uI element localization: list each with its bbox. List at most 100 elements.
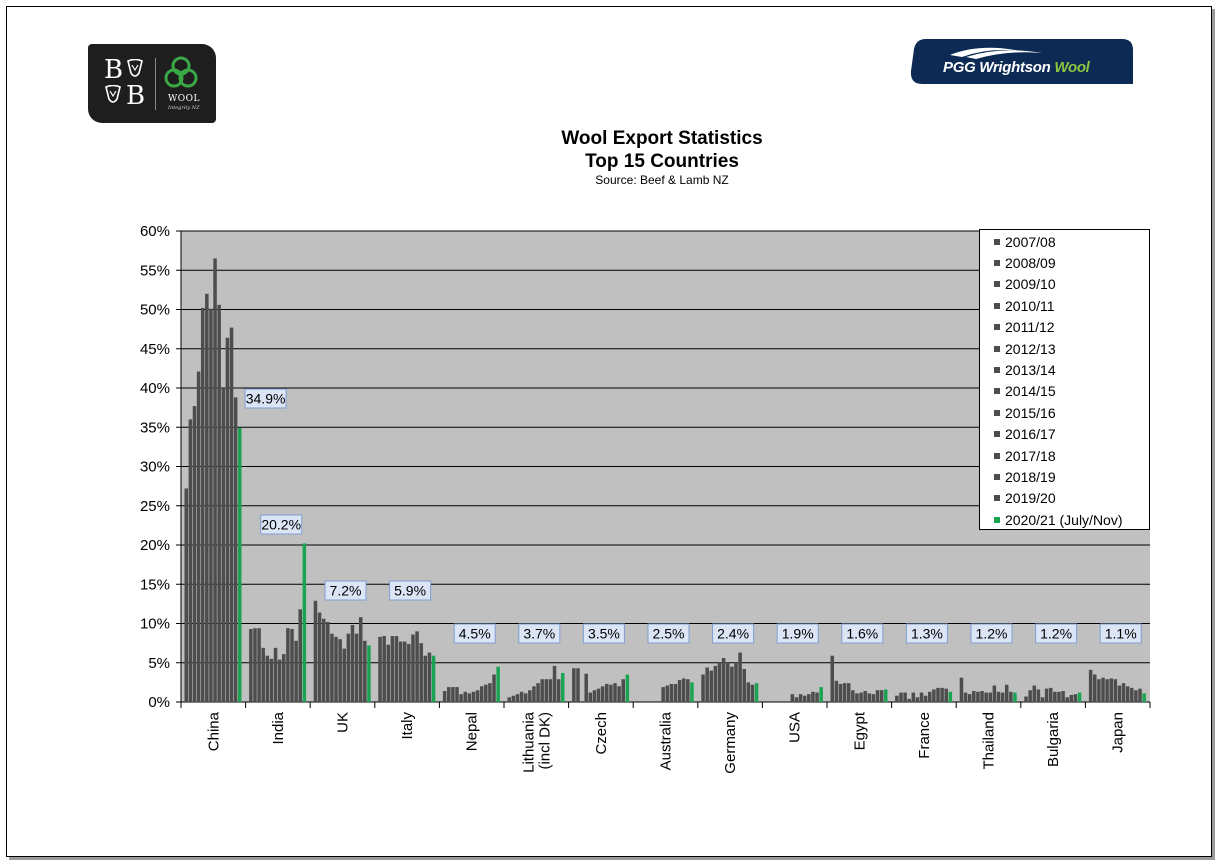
- legend-swatch: [994, 495, 1000, 502]
- data-label-box: [518, 623, 561, 644]
- pgg-wordmark: PGG Wrightson Wool: [943, 59, 1090, 76]
- bar: [528, 690, 532, 702]
- bar: [705, 667, 709, 702]
- bar: [734, 662, 738, 702]
- x-tick-label: Egypt: [851, 711, 868, 750]
- data-label-box: [324, 580, 367, 601]
- chart-legend: 2007/08 2008/09 2009/10 2010/11 2011/12 2012/…: [979, 229, 1150, 530]
- bar: [1138, 688, 1142, 702]
- data-label-box: [1099, 623, 1142, 644]
- bar: [269, 658, 274, 702]
- bar: [717, 662, 722, 702]
- bar: [798, 694, 803, 702]
- data-label: 1.2%: [970, 623, 1013, 644]
- legend-swatch: [994, 452, 1000, 459]
- data-label-text: 1.2%: [976, 626, 1008, 642]
- bar: [842, 683, 847, 702]
- bar: [681, 678, 686, 702]
- data-label-box: [712, 623, 755, 644]
- x-tick-label: USA: [787, 712, 804, 743]
- bar: [451, 687, 455, 702]
- legend-swatch: [994, 367, 1000, 374]
- bar: [475, 690, 480, 702]
- bar: [1032, 685, 1037, 702]
- data-label-text: 1.1%: [1105, 626, 1137, 642]
- legend-item: 2015/16: [980, 402, 1149, 423]
- legend-item: 2017/18: [980, 445, 1149, 466]
- wool-tagline: Integrity NZ: [168, 105, 200, 111]
- legend-swatch: [994, 516, 1000, 523]
- bar: [338, 639, 342, 702]
- bar: [1105, 679, 1109, 702]
- data-label-text: 20.2%: [261, 517, 301, 533]
- y-tick-label: 60%: [140, 223, 170, 240]
- bar: [205, 293, 209, 702]
- bar: [1028, 690, 1032, 702]
- x-tick-label: Italy: [399, 712, 416, 740]
- bar: [192, 406, 197, 702]
- data-label-text: 1.3%: [911, 626, 943, 642]
- bar: [576, 668, 580, 702]
- y-tick-label: 20%: [140, 537, 170, 554]
- x-tick-label: Japan: [1110, 712, 1127, 753]
- data-label-box: [260, 514, 303, 535]
- legend-item: 2010/11: [980, 295, 1149, 316]
- bar: [895, 695, 899, 702]
- pgg-brand-accent: Wool: [1054, 59, 1090, 76]
- bar: [588, 692, 593, 702]
- bar: [294, 640, 298, 702]
- bar: [536, 683, 540, 702]
- legend-swatch: [994, 345, 1000, 352]
- bar: [463, 691, 467, 702]
- chart-title: Wool Export Statistics: [561, 128, 763, 149]
- data-label-text: 1.6%: [846, 626, 878, 642]
- legend-swatch: [994, 409, 1000, 416]
- bar: [936, 687, 940, 702]
- bar: [442, 691, 447, 702]
- bar: [871, 694, 876, 702]
- data-label: 1.2%: [1035, 623, 1078, 644]
- bar: [1069, 694, 1074, 702]
- data-label-box: [776, 623, 819, 644]
- bar: [794, 697, 799, 702]
- y-tick-label: 35%: [140, 419, 170, 436]
- bar: [1109, 678, 1113, 702]
- legend-label: 2007/08: [1005, 233, 1056, 250]
- bar: [976, 691, 980, 702]
- bar: [523, 693, 528, 702]
- data-label: 1.1%: [1099, 623, 1142, 644]
- bar: [233, 397, 238, 702]
- legend-item: 2020/21 (July/Nov): [980, 509, 1149, 530]
- bar: [188, 419, 193, 702]
- data-label-box: [1035, 623, 1078, 644]
- bar: [415, 631, 419, 702]
- data-label: 2.4%: [712, 623, 755, 644]
- bar: [928, 691, 932, 702]
- pgg-wrightson-wool-logo: PGG Wrightson Wool: [910, 39, 1133, 84]
- bar: [846, 683, 851, 702]
- x-tick-label: Australia: [658, 711, 675, 770]
- bar: [394, 636, 399, 702]
- bar: [915, 697, 920, 702]
- bar: [980, 691, 984, 702]
- bar: [213, 258, 217, 702]
- bar: [419, 643, 423, 702]
- bar: [834, 680, 839, 702]
- bar: [411, 634, 415, 702]
- bar: [217, 304, 221, 702]
- bar: [730, 666, 734, 702]
- bar: [1000, 692, 1005, 702]
- data-label: 4.5%: [453, 623, 496, 644]
- data-label-text: 1.2%: [1040, 626, 1072, 642]
- bar: [363, 640, 367, 702]
- legend-swatch: [994, 302, 1000, 309]
- bar: [1142, 693, 1146, 702]
- bar: [879, 690, 884, 702]
- bar: [209, 308, 213, 702]
- bar: [725, 661, 730, 702]
- bar: [382, 636, 386, 702]
- bar: [863, 691, 867, 702]
- bar: [1036, 689, 1041, 702]
- legend-item: 2009/10: [980, 274, 1149, 295]
- bar: [701, 674, 705, 702]
